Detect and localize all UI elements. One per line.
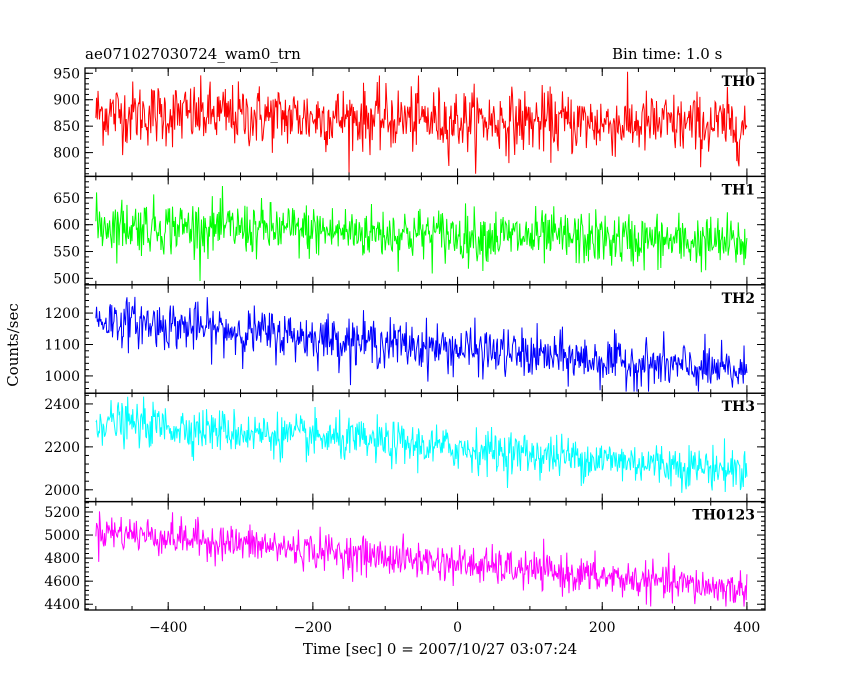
panel-th0123: 4400 4600 4800 5000 5200 TH0123 bbox=[44, 500, 766, 613]
panels-group: 800 850 900 950 TH0 500 550 600 650 TH1 1000 1100 12… bbox=[44, 66, 766, 613]
chart-title-right: Bin time: 1.0 s bbox=[612, 45, 723, 63]
y-tick-label: 4600 bbox=[44, 574, 80, 590]
panel-frame bbox=[84, 392, 766, 503]
series-th2 bbox=[95, 296, 748, 392]
x-axis-label: Time [sec] 0 = 2007/10/27 03:07:24 bbox=[303, 640, 577, 658]
y-tick-label: 5200 bbox=[44, 505, 80, 521]
x-tick-label: −400 bbox=[149, 620, 187, 636]
y-tick-label: 950 bbox=[53, 66, 80, 82]
panel-label-th3: TH3 bbox=[722, 399, 755, 415]
y-tick-label: 850 bbox=[53, 119, 80, 135]
y-tick-label: 1100 bbox=[44, 337, 80, 353]
panel-th2: 1000 1100 1200 TH2 bbox=[44, 284, 766, 394]
panel-label-th0: TH0 bbox=[722, 74, 756, 90]
y-tick-label: 500 bbox=[53, 271, 80, 287]
x-tick-label: 400 bbox=[734, 620, 761, 636]
y-tick-label: 1000 bbox=[44, 369, 80, 385]
y-tick-label: 600 bbox=[53, 218, 80, 234]
x-tick-label: 200 bbox=[589, 620, 616, 636]
y-tick-label: 550 bbox=[53, 245, 80, 261]
x-axis: −400 −200 0 200 400 bbox=[149, 620, 760, 636]
y-tick-label: 5000 bbox=[44, 528, 80, 544]
x-tick-label: 0 bbox=[453, 620, 462, 636]
y-tick-label: 2200 bbox=[44, 440, 80, 456]
panel-th1: 500 550 600 650 TH1 bbox=[53, 175, 766, 287]
panel-label-th2: TH2 bbox=[722, 291, 755, 307]
y-axis-label: Counts/sec bbox=[4, 303, 22, 387]
series-th0123 bbox=[95, 511, 748, 607]
panel-frame bbox=[84, 67, 766, 178]
y-tick-label: 4400 bbox=[44, 597, 80, 613]
x-tick-label: −200 bbox=[294, 620, 332, 636]
series-th0 bbox=[95, 71, 748, 174]
y-tick-label: 1200 bbox=[44, 306, 80, 322]
panel-th3: 2000 2200 2400 TH3 bbox=[44, 392, 766, 503]
chart-title-left: ae071027030724_wam0_trn bbox=[85, 45, 301, 63]
y-tick-label: 800 bbox=[53, 146, 80, 162]
y-tick-label: 2400 bbox=[44, 397, 80, 413]
panel-frame bbox=[84, 500, 766, 611]
panel-label-th1: TH1 bbox=[722, 182, 755, 198]
y-tick-label: 650 bbox=[53, 191, 80, 207]
y-tick-label: 900 bbox=[53, 93, 80, 109]
series-th3 bbox=[95, 396, 748, 493]
series-th1 bbox=[95, 185, 748, 282]
panel-th0: 800 850 900 950 TH0 bbox=[53, 66, 766, 178]
y-tick-label: 2000 bbox=[44, 483, 80, 499]
panel-label-th0123: TH0123 bbox=[692, 508, 755, 524]
y-tick-label: 4800 bbox=[44, 551, 80, 567]
